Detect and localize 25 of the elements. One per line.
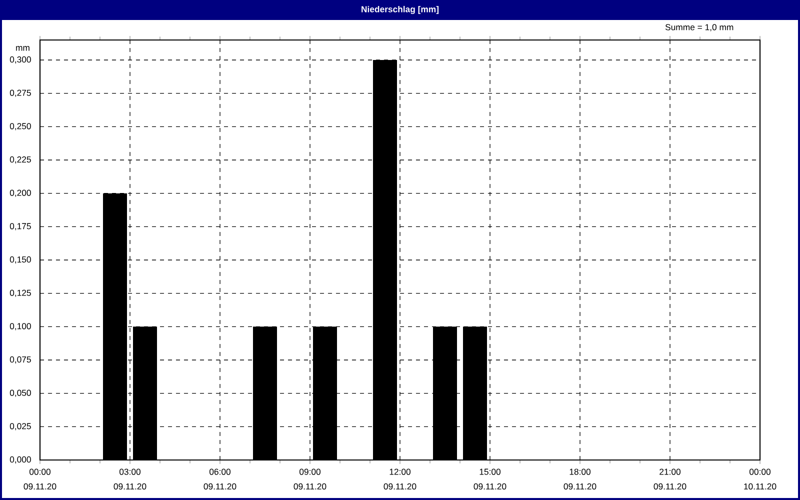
y-tick-label: 0,250 xyxy=(10,123,31,130)
y-tick-label: 0,275 xyxy=(10,90,31,97)
x-tick-label: 21:00 09.11.20 xyxy=(654,468,686,490)
y-tick-label: 0,300 xyxy=(10,56,31,64)
x-tick-label: 00:00 10.11.20 xyxy=(744,468,776,490)
x-tick-label: 03:00 09.11.20 xyxy=(114,468,146,490)
x-tick-label: 18:00 09.11.20 xyxy=(564,468,596,490)
y-tick-label: 0,125 xyxy=(10,290,31,297)
y-tick-label: 0,150 xyxy=(10,256,31,264)
text: Summe = 1,0 mm xyxy=(665,24,734,32)
y-axis-title: mm xyxy=(16,46,30,51)
x-tick-label: 06:00 09.11.20 xyxy=(204,468,236,490)
x-tick-label: 12:00 09.11.20 xyxy=(384,468,416,490)
x-tick-label: 15:00 09.11.20 xyxy=(474,468,506,490)
y-tick-label: 0,050 xyxy=(10,390,31,397)
y-tick-label: 0,225 xyxy=(10,156,31,164)
y-tick-label: 0,025 xyxy=(10,423,31,430)
y-tick-label: 0,000 xyxy=(10,456,31,464)
y-tick-label: 0,075 xyxy=(10,356,31,364)
chart-title: Niederschlag [mm] xyxy=(362,6,439,14)
x-tick-label: 09:00 09.11.20 xyxy=(294,468,326,490)
y-tick-label: 0,175 xyxy=(10,223,31,230)
x-tick-label: 00:00 09.11.20 xyxy=(24,468,56,490)
y-tick-label: 0,100 xyxy=(10,323,31,330)
y-tick-label: 0,200 xyxy=(10,190,31,197)
